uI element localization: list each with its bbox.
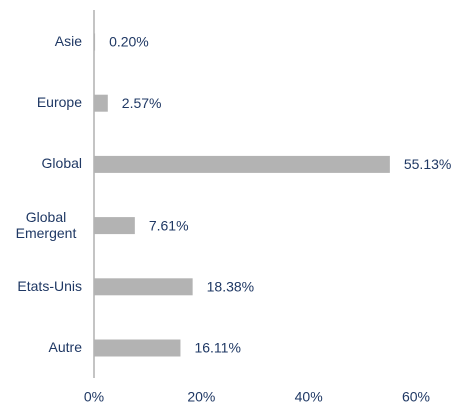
y-tick-label: Global bbox=[42, 155, 82, 173]
y-tick-label: Global Emergent bbox=[10, 209, 82, 243]
value-label: 0.20% bbox=[109, 34, 149, 50]
bar bbox=[94, 155, 390, 173]
category-text: Asie bbox=[54, 33, 82, 49]
value-label: 16.11% bbox=[194, 340, 240, 356]
bar bbox=[94, 339, 181, 357]
category-text: Global Emergent bbox=[15, 208, 77, 241]
category-text: Etats-Unis bbox=[17, 277, 82, 294]
value-label: 7.61% bbox=[149, 217, 189, 233]
x-tick-label: 60% bbox=[402, 389, 430, 403]
x-tick-label: 40% bbox=[295, 389, 323, 403]
category-text: Autre bbox=[48, 339, 82, 355]
bar bbox=[94, 217, 135, 235]
value-label: 18.38% bbox=[207, 279, 254, 295]
bar bbox=[94, 33, 96, 51]
x-tick-label: 20% bbox=[187, 389, 215, 403]
y-tick-label: Asie bbox=[55, 33, 82, 51]
y-tick-label: Autre bbox=[49, 339, 82, 357]
category-text: Global bbox=[41, 155, 82, 172]
y-tick-label: Europe bbox=[37, 94, 82, 112]
category-text: Europe bbox=[36, 94, 82, 111]
y-tick-label: Etats-Unis bbox=[17, 278, 82, 296]
value-label: 2.57% bbox=[122, 95, 162, 111]
bar bbox=[94, 278, 193, 296]
value-label: 55.13% bbox=[404, 156, 451, 172]
bar bbox=[94, 94, 108, 112]
x-tick-label: 0% bbox=[84, 389, 104, 403]
